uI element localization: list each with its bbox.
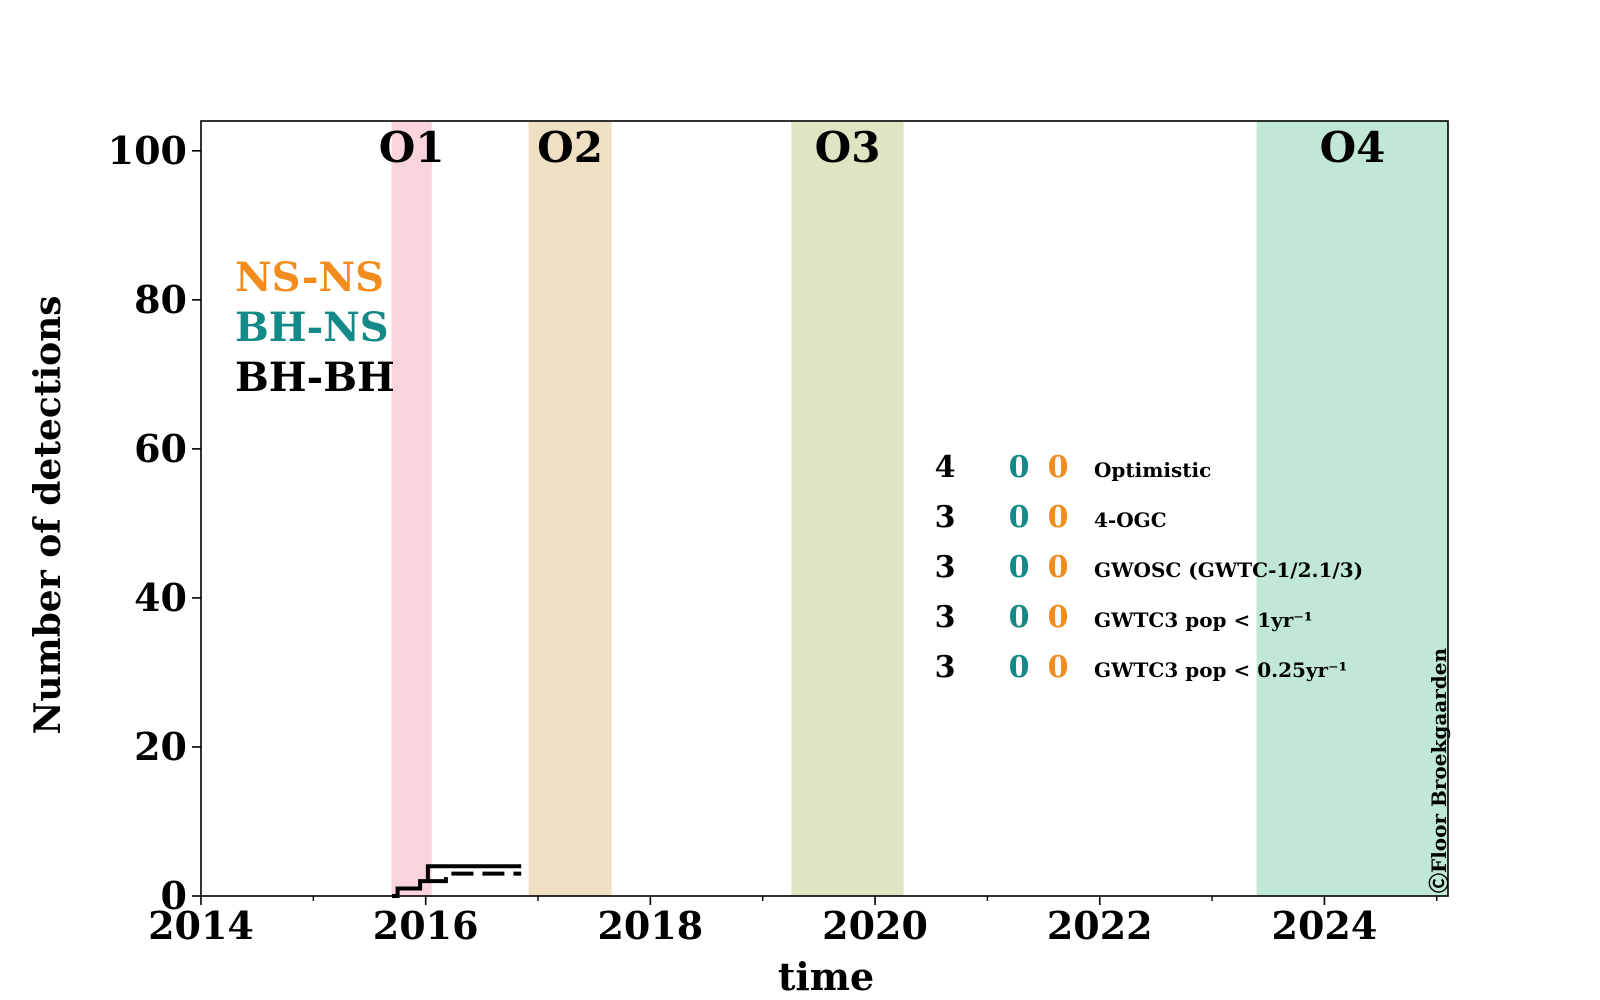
count-row-label: GWTC3 pop < 1yr⁻¹ — [1094, 608, 1313, 632]
count-bhbh: 4 — [935, 450, 956, 485]
x-tick-label: 2020 — [822, 903, 928, 948]
x-tick-label: 2016 — [373, 903, 479, 948]
y-tick-label: 100 — [108, 128, 187, 173]
y-tick-label: 40 — [134, 575, 187, 620]
run-band-o3 — [791, 120, 904, 897]
run-band-o2 — [528, 120, 612, 897]
x-tick-label: 2022 — [1047, 903, 1153, 948]
count-nsns: 0 — [1048, 500, 1069, 535]
count-bhbh: 3 — [935, 650, 956, 685]
count-bhns: 0 — [1009, 500, 1030, 535]
plot-frame — [200, 120, 1449, 897]
detection-series — [392, 864, 522, 898]
count-nsns: 0 — [1048, 450, 1069, 485]
series-line-solid — [392, 864, 522, 898]
y-tick-label: 60 — [134, 426, 187, 471]
x-tick-label: 2018 — [597, 903, 703, 948]
run-label-o2: O2 — [537, 123, 603, 172]
count-bhns: 0 — [1009, 550, 1030, 585]
class-legend-ns-ns: NS-NS — [235, 254, 384, 301]
y-tick-label: 80 — [134, 277, 187, 322]
count-bhns: 0 — [1009, 600, 1030, 635]
count-row-label: 4-OGC — [1094, 508, 1167, 532]
x-tick-label: 2024 — [1272, 903, 1378, 948]
count-bhbh: 3 — [935, 500, 956, 535]
run-label-o3: O3 — [815, 123, 881, 172]
credit-watermark: ⒸFloor Broekgaarden — [1427, 648, 1451, 893]
run-band-o4 — [1256, 120, 1449, 897]
y-tick-label: 20 — [134, 724, 187, 769]
count-bhns: 0 — [1009, 450, 1030, 485]
series-line-dashed — [427, 871, 522, 884]
count-nsns: 0 — [1048, 650, 1069, 685]
observing-run-bands — [391, 120, 1449, 897]
count-nsns: 0 — [1048, 550, 1069, 585]
run-label-o4: O4 — [1320, 123, 1386, 172]
run-label-o1: O1 — [379, 123, 445, 172]
class-legend-bh-ns: BH-NS — [235, 304, 389, 351]
x-axis-label: time — [778, 954, 874, 999]
count-row-label: GWTC3 pop < 0.25yr⁻¹ — [1094, 658, 1347, 682]
x-tick-label: 2014 — [148, 903, 254, 948]
count-bhns: 0 — [1009, 650, 1030, 685]
run-band-o1 — [391, 120, 432, 897]
count-row-label: Optimistic — [1094, 458, 1211, 482]
count-nsns: 0 — [1048, 600, 1069, 635]
count-bhbh: 3 — [935, 600, 956, 635]
class-legend-bh-bh: BH-BH — [235, 354, 395, 401]
y-axis: 0 20 40 60 80 100 — [108, 128, 201, 918]
run-labels: O1 O2 O3 O4 — [379, 123, 1386, 172]
y-axis-label: Number of detections — [27, 295, 69, 734]
count-bhbh: 3 — [935, 550, 956, 585]
y-tick-label: 0 — [161, 873, 187, 918]
x-axis: 2014 2016 2018 2020 2022 2024 — [148, 896, 1438, 948]
count-row-label: GWOSC (GWTC-1/2.1/3) — [1094, 558, 1363, 582]
